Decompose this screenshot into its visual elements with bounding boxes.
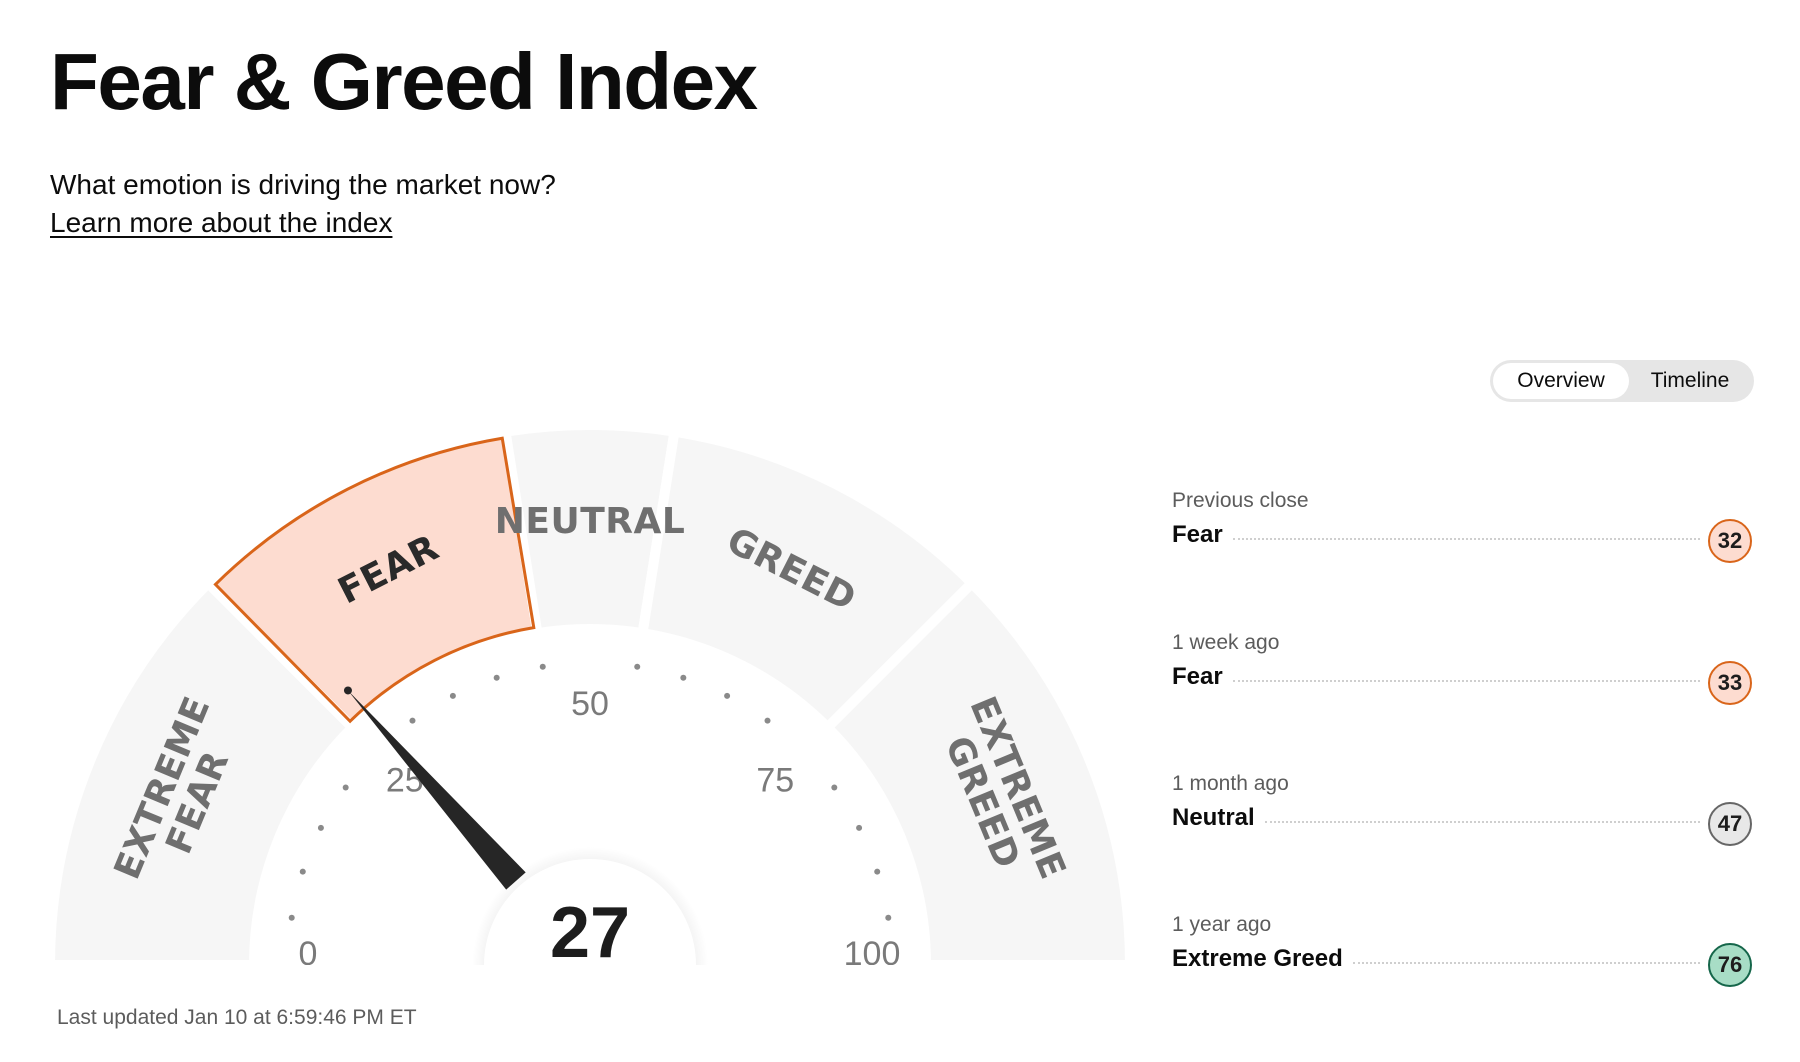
gauge-tick-dots [288,663,892,921]
history-when: 1 week ago [1172,631,1280,654]
gauge-tick-dot [299,868,306,875]
gauge-tick-dot [409,717,416,724]
history-value-badge: 32 [1708,519,1752,563]
dotted-leader [1232,680,1700,682]
history-item-1-year-ago: 1 year ago Extreme Greed 76 [1172,913,1752,993]
dotted-leader [1232,538,1700,540]
gauge-baseline-mask [0,965,1180,1062]
gauge-tick-dot [831,784,838,791]
gauge-tick-dot [317,824,324,831]
page-subtitle: What emotion is driving the market now? [50,169,556,200]
gauge-needle-tip [343,686,352,695]
gauge-value: 27 [550,893,630,973]
view-toggle: Overview Timeline [1490,360,1754,402]
dotted-leader [1352,962,1700,964]
gauge-tick-dot [856,824,863,831]
history-rating: Neutral [1172,804,1255,831]
gauge-tick-dot [288,914,295,921]
gauge-tick-dot [885,914,892,921]
gauge-tick-label: 0 [299,935,318,973]
dotted-leader [1264,821,1700,823]
last-updated: Last updated Jan 10 at 6:59:46 PM ET [57,1006,417,1029]
learn-more-link[interactable]: Learn more about the index [50,207,393,238]
history-when: 1 year ago [1172,913,1272,936]
overview-tab[interactable]: Overview [1493,363,1629,399]
gauge-tick-dot [449,692,456,699]
gauge-active-outline [213,436,536,724]
gauge-segments [44,420,1136,970]
gauge-tick-dot [342,784,349,791]
history-when: 1 month ago [1172,772,1289,795]
history-rating: Fear [1172,663,1223,690]
history-item-1-month-ago: 1 month ago Neutral 47 [1172,772,1752,852]
history-value-badge: 33 [1708,661,1752,705]
history-rating: Fear [1172,521,1223,548]
gauge-needle-pointer [347,690,526,890]
gauge-tick-dot [724,692,731,699]
gauge-tick-dot [680,674,687,681]
history-value-badge: 76 [1708,943,1752,987]
history-item-previous-close: Previous close Fear 32 [1172,489,1752,569]
history-value-badge: 47 [1708,802,1752,846]
history-when: Previous close [1172,489,1309,512]
gauge-tick-dot [764,717,771,724]
gauge-tick-dot [874,868,881,875]
history-item-1-week-ago: 1 week ago Fear 33 [1172,631,1752,711]
gauge-tick-label: 50 [571,685,609,723]
gauge-label-neutral: NEUTRAL [495,501,686,542]
history-rating: Extreme Greed [1172,945,1343,972]
page-title: Fear & Greed Index [50,37,758,126]
gauge-tick-dot [634,663,641,670]
gauge-tick-dot [539,663,546,670]
gauge-tick-label: 75 [756,762,794,800]
timeline-tab[interactable]: Timeline [1650,369,1730,392]
gauge-segment-extreme-greed [820,576,1136,970]
gauge-tick-dot [493,674,500,681]
gauge-needle [343,686,526,890]
